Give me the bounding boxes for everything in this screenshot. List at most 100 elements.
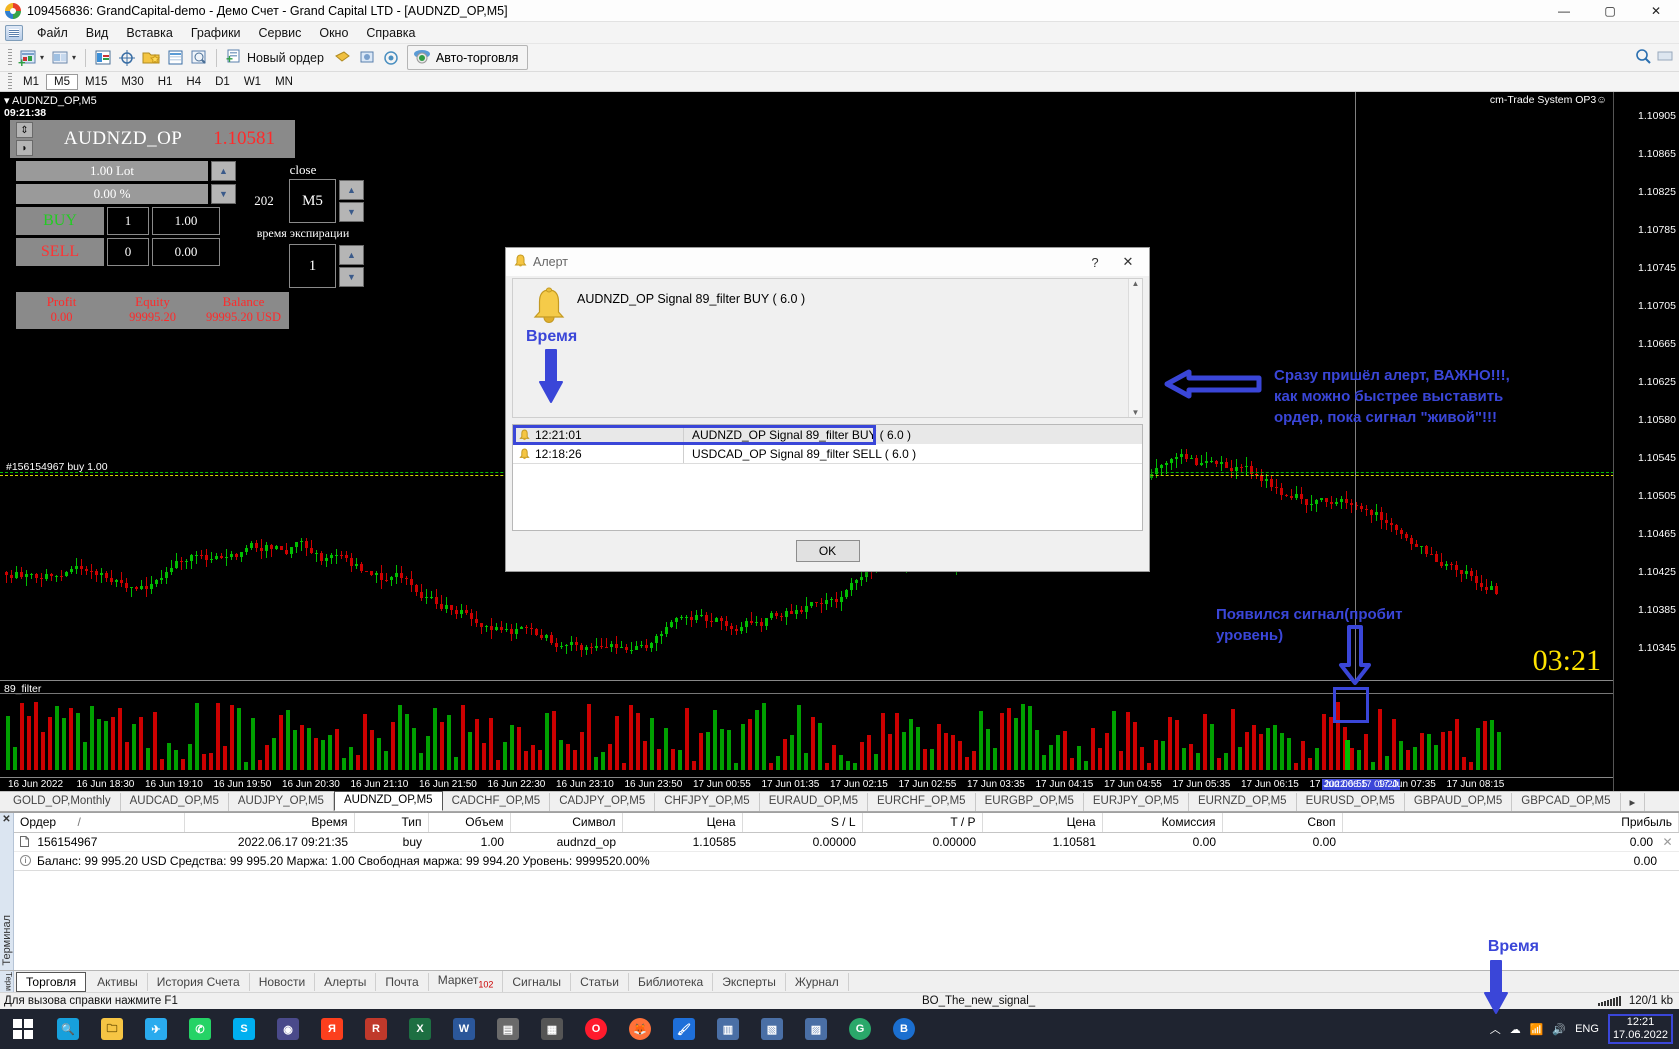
chart-tab[interactable]: GBPCAD_OP,M5 xyxy=(1512,793,1621,811)
col-sl[interactable]: S / L xyxy=(742,813,863,833)
terminal-tab-почта[interactable]: Почта xyxy=(376,972,429,991)
period-mn[interactable]: MN xyxy=(275,75,293,88)
lot-field[interactable]: 1.00 Lot xyxy=(16,161,208,181)
taskbar-icon-mt4-c[interactable]: ▥ xyxy=(706,1009,750,1049)
expiry-increase-button[interactable]: ▲ xyxy=(339,245,364,265)
col-time[interactable]: Время xyxy=(184,813,355,833)
lot-decrease-button[interactable]: ▼ xyxy=(211,184,236,204)
col-volume[interactable]: Объем xyxy=(428,813,511,833)
tray-language[interactable]: ENG xyxy=(1575,1023,1599,1035)
timeframe-decrease-button[interactable]: ▼ xyxy=(339,202,364,222)
chart-tab[interactable]: GOLD_OP,Monthly xyxy=(4,793,121,811)
favorites-folder-icon[interactable] xyxy=(140,47,162,69)
alert-message-scrollbar[interactable]: ▲ ▼ xyxy=(1128,279,1142,417)
chart-tab[interactable]: EURAUD_OP,M5 xyxy=(760,793,868,811)
alert-dialog[interactable]: Алерт ? ✕ AUDNZD_OP Signal 89_filter BUY… xyxy=(505,247,1150,572)
table-row[interactable]: 156154967 2022.06.17 09:21:35 buy 1.00 a… xyxy=(14,832,1679,852)
col-price-open[interactable]: Цена xyxy=(622,813,743,833)
tray-volume-icon[interactable]: 🔊 xyxy=(1552,1023,1567,1036)
taskbar-icon-firefox[interactable]: 🦊 xyxy=(618,1009,662,1049)
maximize-button[interactable]: ▢ xyxy=(1604,4,1616,18)
strategy-tester-icon[interactable] xyxy=(380,47,402,69)
terminal-tab-библиотека[interactable]: Библиотека xyxy=(629,972,714,991)
col-profit[interactable]: Прибыль xyxy=(1342,813,1679,833)
taskbar-icon-telegram[interactable]: ✈ xyxy=(134,1009,178,1049)
chart-tab[interactable]: AUDCAD_OP,M5 xyxy=(121,793,229,811)
terminal-tab-маркет[interactable]: Маркет102 xyxy=(429,971,504,992)
menu-item-charts[interactable]: Графики xyxy=(190,25,241,40)
col-swap[interactable]: Своп xyxy=(1222,813,1343,833)
profiles-dropdown-icon[interactable]: ▾ xyxy=(72,53,77,62)
taskbar-icon-excel[interactable]: X xyxy=(398,1009,442,1049)
period-m5[interactable]: M5 xyxy=(45,73,78,90)
lot-increase-button[interactable]: ▲ xyxy=(211,161,236,181)
period-m1[interactable]: M1 xyxy=(23,75,39,88)
menu-item-file[interactable]: Файл xyxy=(37,25,68,40)
taskbar-icon-word[interactable]: W xyxy=(442,1009,486,1049)
terminal-tab-новости[interactable]: Новости xyxy=(250,972,316,991)
taskbar-icon-yandex[interactable]: Я xyxy=(310,1009,354,1049)
col-order[interactable]: Ордер / xyxy=(14,813,185,833)
ok-button[interactable]: OK xyxy=(795,540,860,562)
tray-onedrive-icon[interactable]: ☁ xyxy=(1509,1023,1521,1036)
chart-tabs-more-icon[interactable]: ▸ xyxy=(1621,793,1646,811)
tray-clock[interactable]: 12:21 17.06.2022 xyxy=(1607,1014,1673,1044)
chart-tab[interactable]: CHFJPY_OP,M5 xyxy=(655,793,760,811)
expiry-box[interactable]: 1 xyxy=(289,244,336,288)
alert-close-button[interactable]: ✕ xyxy=(1122,254,1134,269)
chart-tab[interactable]: EURJPY_OP,M5 xyxy=(1084,793,1189,811)
period-h1[interactable]: H1 xyxy=(157,75,173,88)
minimize-button[interactable]: — xyxy=(1558,4,1570,18)
period-d1[interactable]: D1 xyxy=(215,75,230,88)
col-price-cur[interactable]: Цена xyxy=(982,813,1103,833)
alert-help-button[interactable]: ? xyxy=(1091,254,1099,270)
col-type[interactable]: Тип xyxy=(354,813,429,833)
chart-tab[interactable]: EURNZD_OP,M5 xyxy=(1189,793,1297,811)
profiles-icon[interactable] xyxy=(49,47,71,69)
col-commission[interactable]: Комиссия xyxy=(1102,813,1223,833)
terminal-tab-сигналы[interactable]: Сигналы xyxy=(503,972,572,991)
period-grip[interactable] xyxy=(8,72,12,91)
panel-resize-icon[interactable]: ⇕ xyxy=(16,122,33,138)
period-m15[interactable]: M15 xyxy=(84,75,108,88)
price-scale[interactable]: 1.10905 1.10865 1.10825 1.10785 1.10745 1.107… xyxy=(1613,92,1679,791)
terminal-tab-торговля[interactable]: Торговля xyxy=(16,971,87,992)
sell-button[interactable]: SELL xyxy=(16,238,104,266)
data-window-icon[interactable] xyxy=(164,47,186,69)
alert-list[interactable]: 12:21:01 AUDNZD_OP Signal 89_filter BUY (… xyxy=(512,424,1143,531)
chart-tab[interactable]: AUDNZD_OP,M5 xyxy=(333,791,443,811)
chart-tab[interactable]: EURCHF_OP,M5 xyxy=(868,793,976,811)
signals-icon[interactable] xyxy=(356,47,378,69)
timeframe-increase-button[interactable]: ▲ xyxy=(339,180,364,200)
navigator-icon[interactable] xyxy=(188,47,210,69)
terminal-tab-статьи[interactable]: Статьи xyxy=(571,972,629,991)
scroll-down-icon[interactable]: ▼ xyxy=(1131,408,1140,417)
orders-table[interactable]: Ордер / Время Тип Объем Символ Цена S / … xyxy=(14,813,1679,852)
taskbar-icon-mt4-b[interactable]: ▦ xyxy=(530,1009,574,1049)
toolbar-overflow-icon[interactable] xyxy=(1657,49,1673,66)
timeframe-box[interactable]: M5 xyxy=(289,179,336,223)
new-order-button[interactable]: + Новый ордер xyxy=(222,47,331,69)
panel-color-icon[interactable]: ◗ xyxy=(16,140,33,156)
chart-area[interactable]: ▾ AUDNZD_OP,M5 09:21:38 cm-Trade System … xyxy=(0,92,1679,791)
taskbar-icon-whatsapp[interactable]: ✆ xyxy=(178,1009,222,1049)
indicator-subwindow[interactable]: 89_filter 7.3459 5.8 0.0002 xyxy=(0,680,1679,784)
chart-tab[interactable]: AUDJPY_OP,M5 xyxy=(229,793,334,811)
period-h4[interactable]: H4 xyxy=(186,75,202,88)
percent-field[interactable]: 0.00 % xyxy=(16,184,208,204)
terminal-tab-эксперты[interactable]: Эксперты xyxy=(713,972,786,991)
start-button[interactable] xyxy=(0,1009,46,1049)
taskbar-icon-app-blue[interactable]: B xyxy=(882,1009,926,1049)
taskbar-icon-opera[interactable]: O xyxy=(574,1009,618,1049)
taskbar-icon-explorer[interactable]: 🗀 xyxy=(90,1009,134,1049)
close-order-icon[interactable]: ✕ xyxy=(1662,834,1673,849)
market-watch-icon[interactable] xyxy=(92,47,114,69)
col-symbol[interactable]: Символ xyxy=(510,813,623,833)
alert-row[interactable]: 12:21:01 AUDNZD_OP Signal 89_filter BUY (… xyxy=(513,425,1142,444)
taskbar-icon-recorder[interactable]: R xyxy=(354,1009,398,1049)
expiry-decrease-button[interactable]: ▼ xyxy=(339,267,364,287)
close-button[interactable]: ✕ xyxy=(1650,4,1662,18)
chart-tab[interactable]: CADJPY_OP,M5 xyxy=(550,793,656,811)
buy-button[interactable]: BUY xyxy=(16,207,104,235)
scroll-up-icon[interactable]: ▲ xyxy=(1131,279,1140,288)
